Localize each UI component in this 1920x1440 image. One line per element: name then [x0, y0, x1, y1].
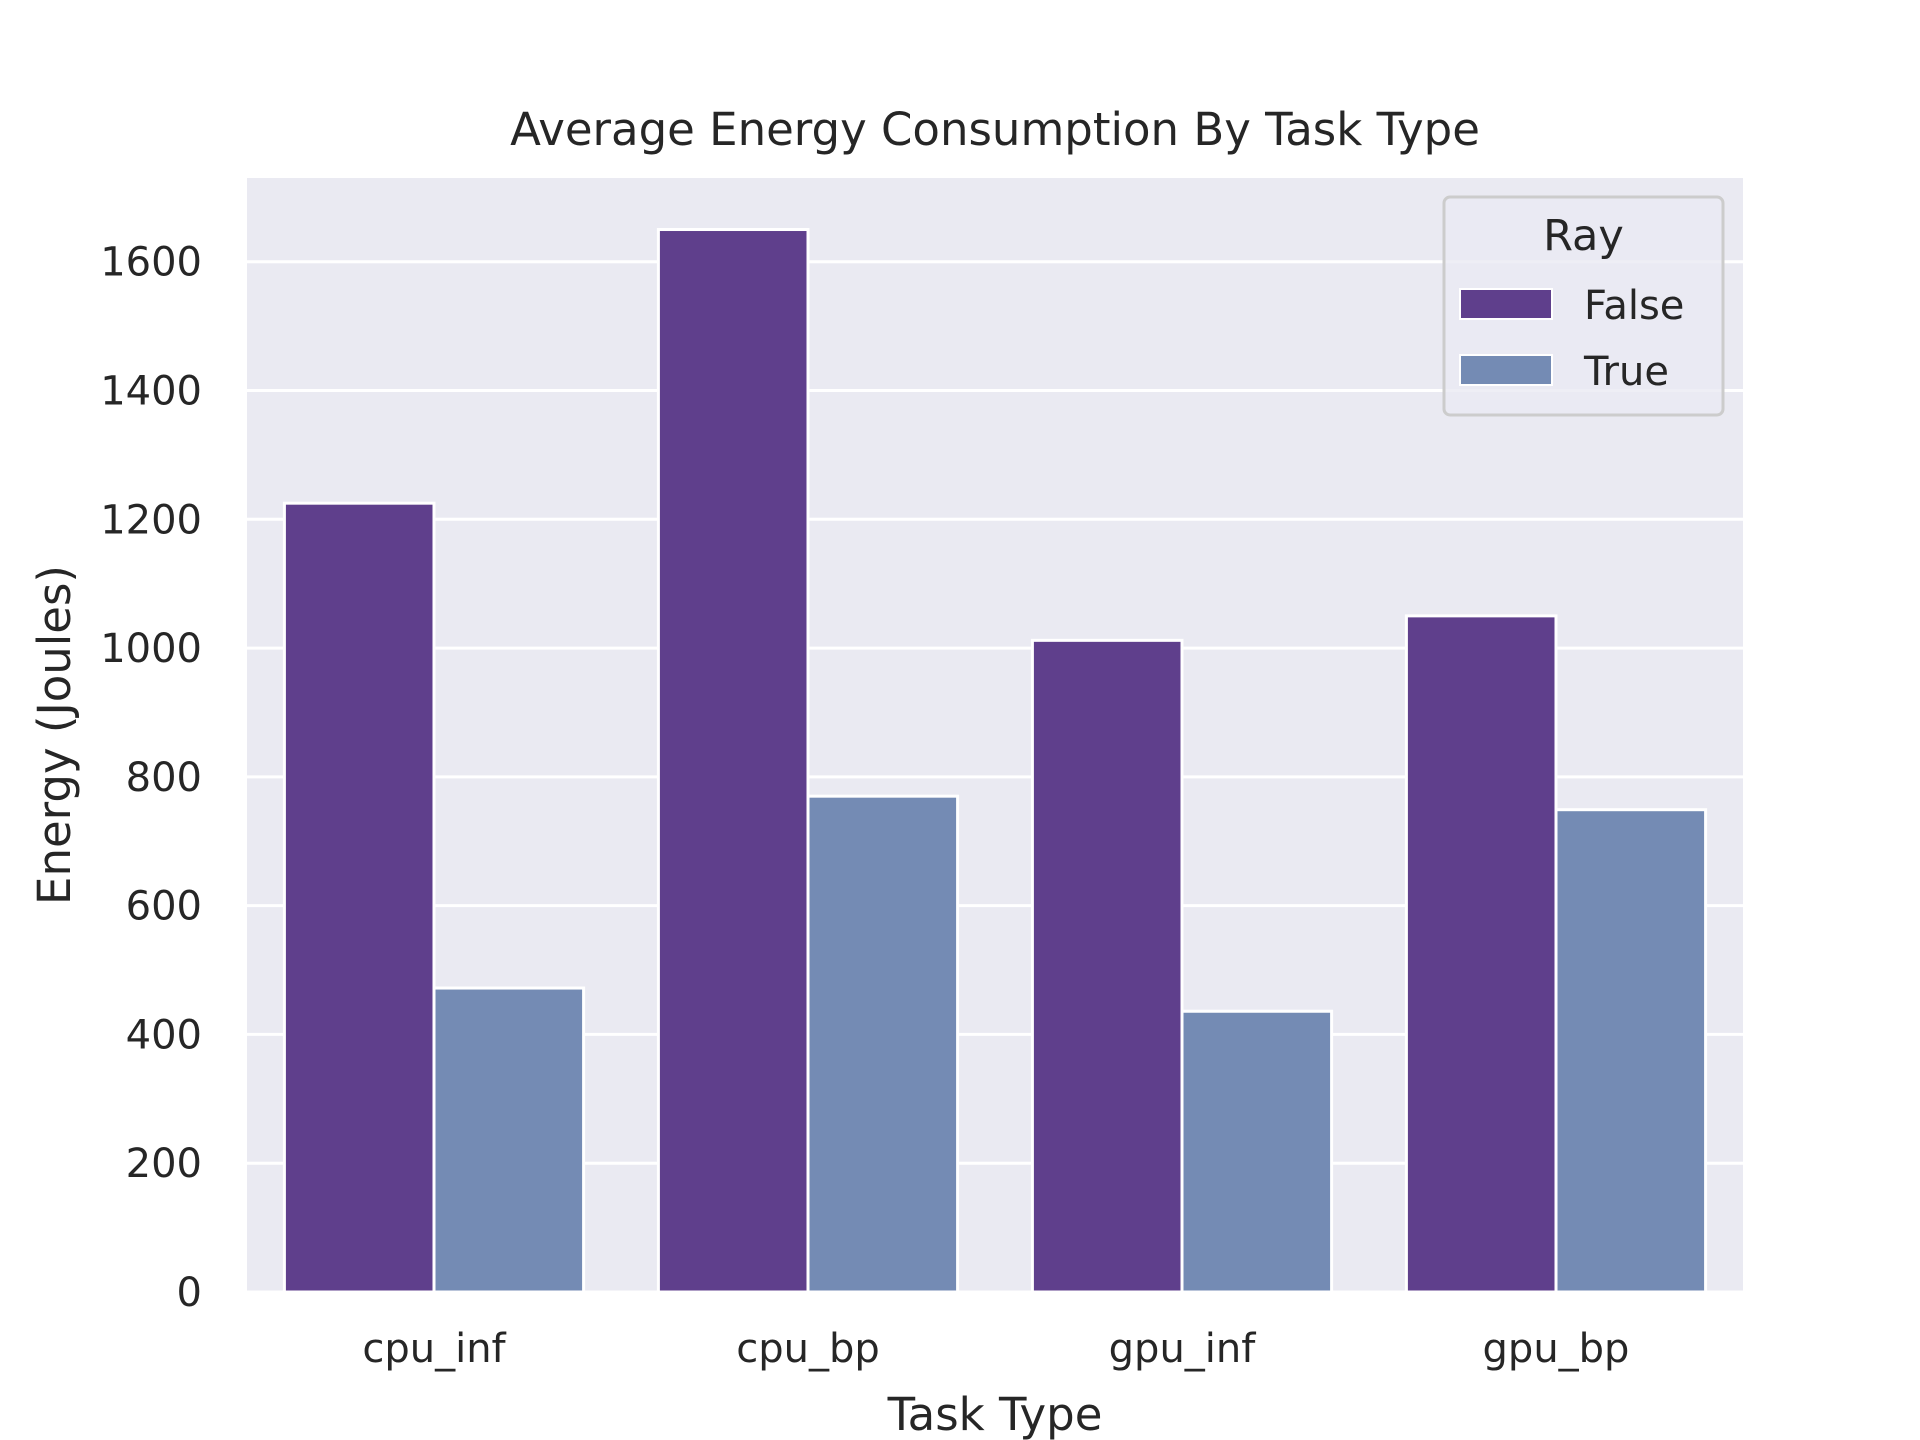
bar-gpu_bp-false — [1404, 614, 1558, 1294]
bar-gpu_inf-false — [1030, 638, 1184, 1294]
x-tick-labels: cpu_inf cpu_bp gpu_inf gpu_bp — [362, 1326, 1629, 1372]
legend-label-true: True — [1583, 349, 1669, 395]
x-tick-label: cpu_inf — [362, 1326, 506, 1372]
y-tick-label: 200 — [126, 1141, 202, 1187]
x-tick-label: gpu_inf — [1109, 1326, 1257, 1372]
chart-title: Average Energy Consumption By Task Type — [510, 103, 1480, 156]
y-tick-label: 1600 — [100, 240, 202, 286]
legend-title: Ray — [1543, 211, 1624, 261]
legend-swatch-false — [1459, 288, 1553, 320]
legend-swatch-true — [1459, 354, 1553, 386]
y-tick-labels: 0 200 400 600 800 1000 1200 1400 1600 — [100, 240, 202, 1316]
y-tick-label: 400 — [126, 1012, 202, 1058]
y-tick-label: 1000 — [100, 626, 202, 672]
y-tick-label: 600 — [126, 884, 202, 930]
legend-items: False True — [1459, 283, 1684, 395]
legend: Ray False True — [1442, 195, 1725, 417]
bars — [282, 228, 1708, 1294]
y-tick-label: 800 — [126, 755, 202, 801]
bar-cpu_bp-true — [806, 794, 960, 1294]
bar-gpu_bp-true — [1554, 808, 1708, 1294]
bar-cpu_inf-true — [432, 986, 586, 1294]
y-tick-label: 1400 — [100, 368, 202, 414]
bar-cpu_bp-false — [656, 228, 810, 1294]
y-tick-label: 1200 — [100, 497, 202, 543]
y-axis-label: Energy (Joules) — [28, 565, 81, 905]
x-tick-label: cpu_bp — [736, 1326, 880, 1372]
x-axis-label: Task Type — [887, 1388, 1103, 1440]
bar-gpu_inf-true — [1180, 1009, 1334, 1294]
y-tick-label: 0 — [177, 1270, 202, 1316]
bar-cpu_inf-false — [282, 501, 436, 1294]
x-tick-label: gpu_bp — [1483, 1326, 1630, 1372]
legend-label-false: False — [1584, 283, 1684, 329]
